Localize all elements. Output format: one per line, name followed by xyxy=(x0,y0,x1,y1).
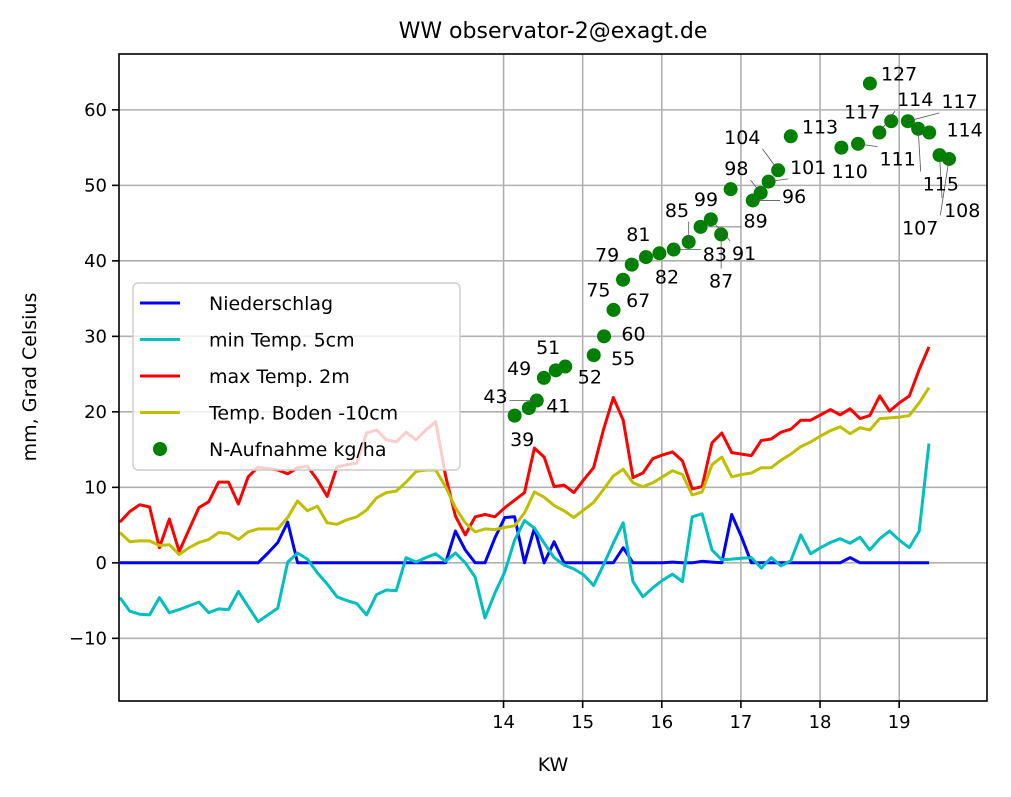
point-label: 113 xyxy=(802,116,838,138)
scatter-point xyxy=(616,272,631,287)
chart-title: WW observator-2@exagt.de xyxy=(399,19,708,44)
point-label: 117 xyxy=(941,91,977,113)
point-label: 60 xyxy=(621,324,645,346)
point-label: 55 xyxy=(611,348,635,370)
scatter-point xyxy=(597,329,612,344)
point-label: 101 xyxy=(790,157,826,179)
scatter-point xyxy=(834,140,849,155)
point-label: 127 xyxy=(881,64,917,86)
series-line-1 xyxy=(119,443,931,624)
label-leader-line xyxy=(907,112,940,122)
legend-label: N-Aufnahme kg/ha xyxy=(209,439,387,461)
y-tick-label: 50 xyxy=(84,175,107,196)
legend-box xyxy=(132,282,461,471)
y-tick-label: 30 xyxy=(84,326,107,347)
x-tick-label: 19 xyxy=(888,712,911,733)
legend-label: Temp. Boden -10cm xyxy=(208,403,398,425)
point-label: 52 xyxy=(578,367,602,389)
point-label: 89 xyxy=(744,211,768,233)
x-tick-label: 15 xyxy=(571,712,594,733)
point-label: 39 xyxy=(510,429,534,451)
point-label: 85 xyxy=(665,200,689,222)
scatter-point xyxy=(606,302,621,317)
point-label: 115 xyxy=(923,174,959,196)
point-label: 96 xyxy=(782,186,806,208)
point-label: 104 xyxy=(724,127,760,149)
x-tick-label: 18 xyxy=(809,712,832,733)
point-label: 99 xyxy=(694,189,718,211)
ticks: 14 15 16 17 18 19 −10 0 10 20 30 40 50 60 xyxy=(69,100,911,733)
label-leader-line xyxy=(710,219,731,242)
point-label: 117 xyxy=(844,101,880,123)
point-label: 114 xyxy=(946,120,982,142)
y-tick-label: −10 xyxy=(69,628,107,649)
scatter-point xyxy=(900,114,915,129)
scatter-point xyxy=(638,250,653,265)
label-leader-line xyxy=(939,155,943,199)
y-tick-label: 0 xyxy=(96,553,107,574)
point-label: 43 xyxy=(483,386,507,408)
point-label: 110 xyxy=(832,161,868,183)
scatter-point xyxy=(652,246,667,261)
label-leader-line xyxy=(762,148,779,171)
point-label: 49 xyxy=(507,358,531,380)
label-leader-line xyxy=(857,143,878,147)
point-label: 83 xyxy=(703,244,727,266)
x-tick-label: 16 xyxy=(650,712,673,733)
x-tick-label: 14 xyxy=(492,712,515,733)
scatter-point xyxy=(783,129,798,144)
y-tick-label: 40 xyxy=(84,251,107,272)
point-label: 67 xyxy=(626,290,650,312)
scatter-point xyxy=(558,359,573,374)
legend-label: min Temp. 5cm xyxy=(209,330,355,352)
point-label: 41 xyxy=(546,395,570,417)
scatter-point xyxy=(922,125,937,140)
y-tick-label: 10 xyxy=(84,477,107,498)
series-line-3 xyxy=(119,386,931,556)
axes-frame xyxy=(118,53,988,702)
scatter-point xyxy=(624,257,639,272)
point-label: 75 xyxy=(586,280,610,302)
point-label: 79 xyxy=(595,245,619,267)
scatter-point xyxy=(586,348,601,363)
legend: Niederschlag min Temp. 5cm max Temp. 2m Tem… xyxy=(132,282,461,471)
point-label: 114 xyxy=(897,89,933,111)
point-label: 108 xyxy=(944,200,980,222)
scatter-point xyxy=(507,408,522,423)
x-tick-label: 17 xyxy=(729,712,752,733)
point-label: 82 xyxy=(655,267,679,289)
y-tick-label: 60 xyxy=(84,100,107,121)
label-leader-line xyxy=(750,179,762,194)
legend-label: max Temp. 2m xyxy=(209,366,350,388)
label-leader-line xyxy=(917,128,922,172)
y-tick-label: 20 xyxy=(84,402,107,423)
y-axis-label: mm, Grad Celsius xyxy=(19,293,41,462)
series-line-0 xyxy=(119,513,929,565)
point-label: 107 xyxy=(902,217,938,239)
point-label: 51 xyxy=(536,337,560,359)
point-label: 111 xyxy=(879,149,915,171)
point-label: 98 xyxy=(724,158,748,180)
scatter-point xyxy=(536,370,551,385)
label-leader-line xyxy=(768,178,789,182)
scatter-point xyxy=(723,182,738,197)
label-leader-line xyxy=(939,158,950,216)
legend-swatch-marker xyxy=(153,442,167,456)
scatter-point xyxy=(884,114,899,129)
scatter-point xyxy=(862,76,877,91)
point-label: 87 xyxy=(709,271,733,293)
label-leader-line xyxy=(879,110,896,133)
x-axis-label: KW xyxy=(538,754,569,776)
legend-label: Niederschlag xyxy=(209,293,333,315)
point-label: 91 xyxy=(732,243,756,265)
point-label: 81 xyxy=(626,224,650,246)
